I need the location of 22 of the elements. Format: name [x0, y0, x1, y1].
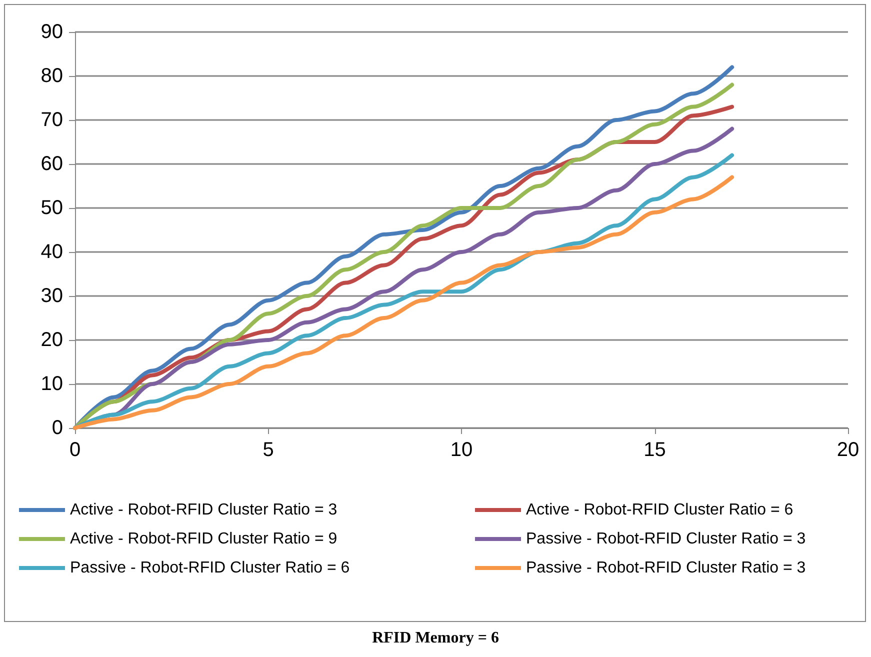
- y-tick-label: 10: [40, 373, 63, 395]
- y-tick-label: 70: [40, 109, 63, 131]
- x-tick-label: 0: [69, 439, 81, 461]
- x-tick-label: 15: [644, 439, 666, 461]
- y-tick-label: 50: [40, 197, 63, 219]
- y-tick-label: 0: [52, 417, 63, 439]
- text: RFID Memory = 6: [372, 630, 499, 646]
- legend-label: Active - Robot-RFID Cluster Ratio = 6: [526, 502, 794, 518]
- y-tick-label: 60: [40, 153, 63, 175]
- legend-label: Active - Robot-RFID Cluster Ratio = 9: [70, 530, 338, 548]
- y-tick-label: 80: [40, 65, 63, 87]
- x-tick-label: 5: [262, 439, 274, 461]
- x-tick-label: 10: [450, 439, 473, 461]
- legend-label: Passive - Robot-RFID Cluster Ratio = 3: [526, 560, 806, 576]
- y-tick-label: 30: [40, 285, 63, 307]
- legend-label: Passive - Robot-RFID Cluster Ratio = 3: [526, 530, 806, 548]
- y-tick-label: 20: [40, 329, 63, 351]
- y-tick-label: 90: [40, 21, 63, 43]
- legend-label: Active - Robot-RFID Cluster Ratio = 3: [70, 502, 338, 518]
- legend-label: Passive - Robot-RFID Cluster Ratio = 6: [70, 560, 350, 576]
- x-tick-label: 20: [836, 439, 860, 461]
- y-tick-label: 40: [40, 241, 63, 263]
